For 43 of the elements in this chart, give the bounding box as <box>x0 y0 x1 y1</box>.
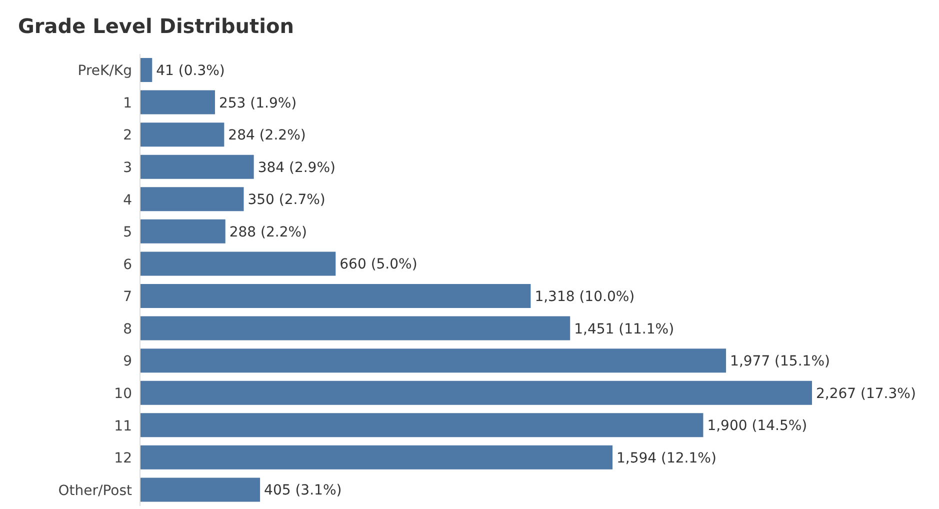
chart-title: Grade Level Distribution <box>17 13 295 40</box>
data-label: 1,977 (15.1%) <box>730 354 830 370</box>
y-tick-label: 6 <box>123 256 132 273</box>
y-tick-label: 8 <box>123 321 132 338</box>
bar <box>140 90 215 114</box>
y-tick-label: 3 <box>123 160 132 176</box>
y-tick-label: 7 <box>123 289 132 306</box>
bar <box>140 219 226 244</box>
data-label: 384 (2.9%) <box>258 160 336 176</box>
data-label: 350 (2.7%) <box>248 192 326 208</box>
bar <box>140 58 152 82</box>
bar <box>140 316 570 340</box>
y-tick-label: Other/Post <box>58 482 133 499</box>
y-tick-label: PreK/Kg <box>78 63 132 80</box>
y-tick-label: 12 <box>114 450 132 467</box>
y-tick-label: 10 <box>114 386 132 402</box>
y-tick-label: 11 <box>114 418 132 434</box>
data-label: 1,451 (11.1%) <box>574 321 674 338</box>
data-label: 1,318 (10.0%) <box>534 288 635 305</box>
bar <box>140 252 336 276</box>
data-label: 2,267 (17.3%) <box>816 386 916 402</box>
data-label: 288 (2.2%) <box>229 224 308 240</box>
bar <box>140 122 224 147</box>
y-tick-label: 1 <box>123 95 132 112</box>
bar <box>140 380 812 405</box>
bar <box>140 284 531 308</box>
y-tick-label: 5 <box>123 224 132 241</box>
bar <box>140 154 254 179</box>
y-tick-label: 2 <box>123 128 132 144</box>
y-tick-label: 4 <box>123 192 132 208</box>
bar <box>140 187 244 212</box>
data-label: 660 (5.0%) <box>340 256 418 273</box>
data-label: 1,594 (12.1%) <box>616 450 716 466</box>
data-label: 405 (3.1%) <box>264 482 342 499</box>
data-label: 284 (2.2%) <box>228 128 306 144</box>
bar <box>140 348 726 373</box>
bar <box>140 413 704 438</box>
bar <box>140 445 613 470</box>
y-tick-label: 9 <box>123 354 132 370</box>
data-label: 253 (1.9%) <box>218 95 297 112</box>
bar <box>140 478 260 502</box>
data-label: 41 (0.3%) <box>156 62 225 79</box>
data-label: 1,900 (14.5%) <box>707 418 808 434</box>
